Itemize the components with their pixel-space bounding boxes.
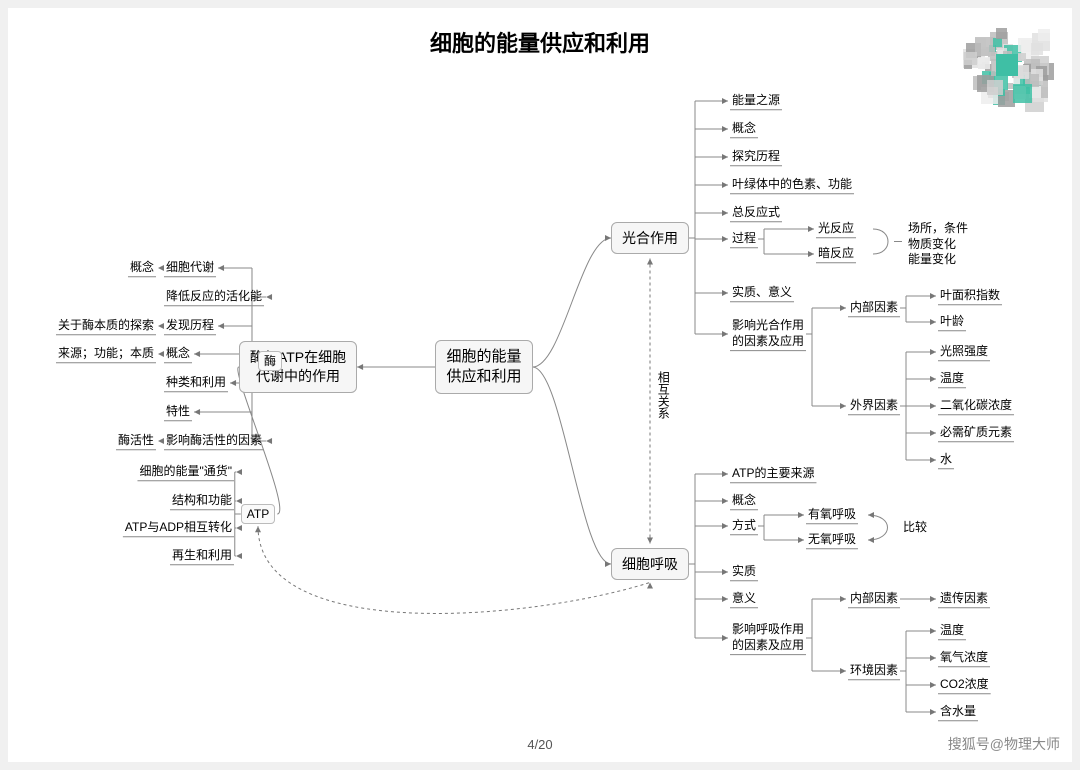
leaf-photo: 总反应式: [732, 205, 780, 221]
leaf-mode-sub: 无氧呼吸: [808, 532, 856, 548]
leaf-process-sub: 光反应: [818, 221, 854, 237]
label-relation: 相互关系: [656, 371, 669, 419]
label-resp-factor-ext: 环境因素: [850, 663, 898, 679]
leaf-process-sub: 暗反应: [818, 246, 854, 262]
label-process-note: 场所，条件 物质变化 能量变化: [908, 221, 968, 268]
label-factor-external: 外界因素: [850, 398, 898, 414]
leaf-atp: 结构和功能: [172, 493, 232, 509]
leaf-photo: 探究历程: [732, 149, 780, 165]
leaf-enzyme-a: 酶活性: [118, 433, 154, 449]
leaf-resp: ATP的主要来源: [732, 466, 814, 482]
leaf-photo: 实质、意义: [732, 285, 792, 301]
leaf-enzyme: 种类和利用: [166, 375, 226, 391]
leaf-resp-ext: 含水量: [940, 704, 976, 720]
leaf-resp: 影响呼吸作用 的因素及应用: [732, 622, 804, 653]
leaf-atp: ATP与ADP相互转化: [125, 520, 232, 536]
leaf-resp: 实质: [732, 564, 756, 580]
leaf-enzyme: 降低反应的活化能: [166, 289, 262, 305]
leaf-enzyme-b: 影响酶活性的因素: [166, 433, 262, 449]
leaf-photo: 影响光合作用 的因素及应用: [732, 318, 804, 349]
node-atp: ATP: [241, 504, 275, 524]
node-enzyme-atp: 酶与ATP在细胞 代谢中的作用: [239, 341, 357, 393]
leaf-factor-ext: 必需矿质元素: [940, 425, 1012, 441]
leaf-resp: 概念: [732, 493, 756, 509]
leaf-resp-ext: 温度: [940, 623, 964, 639]
leaf-enzyme-a: 来源；功能；本质: [58, 346, 154, 362]
page-title: 细胞的能量供应和利用: [8, 26, 1072, 58]
node-enzyme: 酶: [258, 351, 282, 371]
leaf-enzyme-a: 概念: [130, 260, 154, 276]
leaf-factor-ext: 光照强度: [940, 344, 988, 360]
leaf-resp-ext: CO2浓度: [940, 677, 989, 693]
diagram-canvas: 细胞的能量供应和利用 4/20 相互关系 场所，条件 物质变化 能量变化 比较 …: [8, 8, 1072, 762]
leaf-mode-sub: 有氧呼吸: [808, 507, 856, 523]
leaf-resp-ext: 氧气浓度: [940, 650, 988, 666]
leaf-photo: 过程: [732, 231, 756, 247]
leaf-factor-int: 叶龄: [940, 314, 964, 330]
leaf-factor-int: 叶面积指数: [940, 288, 1000, 304]
leaf-photo: 叶绿体中的色素、功能: [732, 177, 852, 193]
leaf-factor-ext: 水: [940, 452, 952, 468]
leaf-resp-int: 遗传因素: [940, 591, 988, 607]
leaf-resp: 意义: [732, 591, 756, 607]
leaf-atp: 再生和利用: [172, 548, 232, 564]
thumbnail-icon: [962, 28, 1052, 108]
leaf-enzyme: 特性: [166, 404, 190, 420]
leaf-factor-ext: 温度: [940, 371, 964, 387]
leaf-atp: 细胞的能量"通货": [139, 464, 232, 480]
leaf-photo: 能量之源: [732, 93, 780, 109]
leaf-enzyme-a: 关于酶本质的探索: [58, 318, 154, 334]
leaf-enzyme-b: 细胞代谢: [166, 260, 214, 276]
label-mode-note: 比较: [903, 520, 927, 536]
leaf-factor-ext: 二氧化碳浓度: [940, 398, 1012, 414]
label-resp-factor-int: 内部因素: [850, 591, 898, 607]
node-photosynthesis: 光合作用: [611, 222, 689, 255]
page-number: 4/20: [8, 737, 1072, 752]
label-factor-internal: 内部因素: [850, 300, 898, 316]
leaf-enzyme-b: 概念: [166, 346, 190, 362]
leaf-resp: 方式: [732, 518, 756, 534]
watermark-text: 搜狐号@物理大师: [948, 734, 1060, 754]
leaf-enzyme-b: 发现历程: [166, 318, 214, 334]
leaf-photo: 概念: [732, 121, 756, 137]
node-center: 细胞的能量 供应和利用: [435, 340, 532, 395]
node-respiration: 细胞呼吸: [611, 548, 689, 581]
